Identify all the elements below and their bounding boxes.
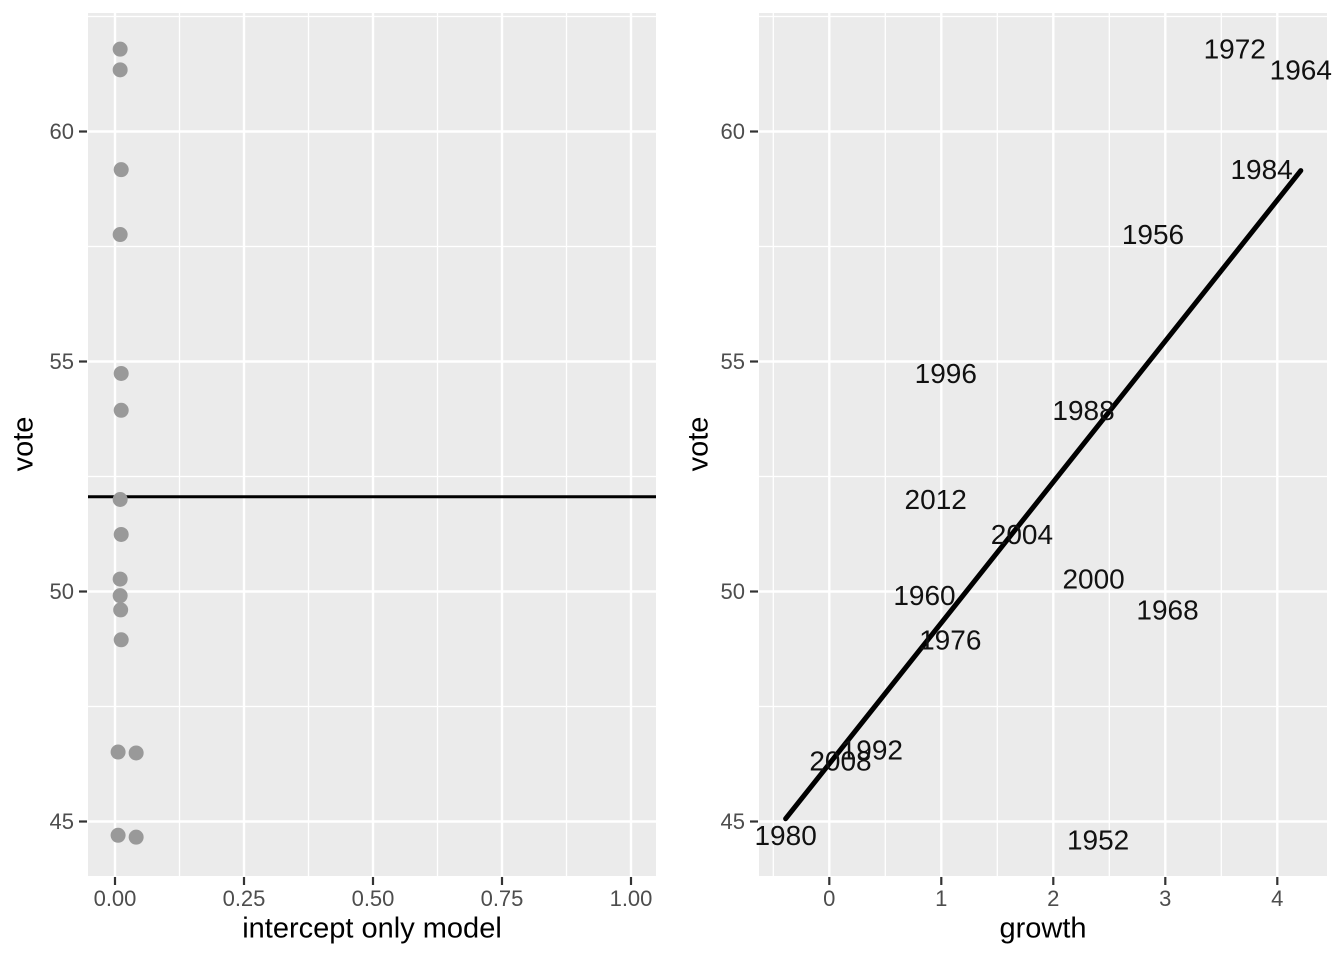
data-point	[112, 492, 128, 507]
y-tick-label: 50	[720, 578, 745, 604]
data-point	[112, 227, 128, 243]
data-point	[110, 827, 126, 843]
year-label: 2008	[809, 745, 871, 776]
year-label: 1996	[915, 358, 977, 389]
y-tick-label: 60	[49, 118, 74, 144]
x-tick-label: 0.75	[480, 886, 524, 911]
year-label: 1972	[1204, 34, 1266, 65]
year-label: 1992	[841, 735, 903, 766]
x-tick-label: 1.00	[609, 886, 653, 911]
y-tick-label: 55	[720, 348, 745, 374]
y-tick-label: 45	[720, 808, 745, 834]
data-point	[113, 365, 129, 381]
year-label: 1988	[1052, 395, 1114, 426]
data-point	[128, 829, 144, 845]
year-label: 1980	[754, 820, 816, 851]
year-label: 1960	[893, 580, 955, 611]
year-label: 2000	[1062, 564, 1124, 595]
year-label: 1956	[1122, 219, 1184, 250]
y-tick-label: 55	[49, 348, 74, 374]
y-tick-label: 50	[49, 578, 74, 604]
x-tick-label: 0.50	[351, 886, 395, 911]
x-tick-label: 0	[823, 886, 836, 911]
right-y-axis-title: vote	[682, 416, 715, 472]
right-plot-panel: 1952 1956 1960 1964 1968 1972 1976 1980 1984 1988…	[754, 13, 1332, 876]
right-x-axis-title: growth	[999, 912, 1087, 945]
x-tick-label: 2	[1047, 886, 1060, 911]
year-label: 1984	[1230, 154, 1292, 185]
x-tick-label: 0.00	[93, 886, 137, 911]
data-point	[112, 62, 128, 78]
data-point	[113, 526, 129, 542]
x-tick-label: 1	[935, 886, 948, 911]
data-point	[128, 745, 144, 761]
data-point	[112, 41, 128, 57]
x-tick-label: 3	[1159, 886, 1172, 911]
left-plot-svg	[88, 13, 656, 876]
data-point	[113, 162, 129, 178]
left-y-axis-title: vote	[7, 416, 40, 472]
left-x-axis-title: intercept only model	[242, 912, 502, 945]
x-tick-label: 4	[1271, 886, 1284, 911]
data-point	[113, 402, 129, 418]
x-tick-label: 0.25	[222, 886, 266, 911]
data-point	[113, 602, 129, 618]
year-label: 1952	[1067, 824, 1129, 855]
left-plot-panel	[88, 13, 656, 876]
year-label: 1964	[1270, 54, 1332, 85]
year-label: 2012	[905, 484, 967, 515]
y-tick-label: 45	[49, 808, 74, 834]
regression-line	[783, 168, 1304, 822]
y-tick-label: 60	[720, 118, 745, 144]
year-label: 1968	[1136, 594, 1198, 625]
data-point	[112, 571, 128, 587]
year-label: 2004	[991, 519, 1053, 550]
right-plot-svg: 1952 1956 1960 1964 1968 1972 1976 1980 1984 1988…	[754, 13, 1332, 876]
year-label: 1976	[919, 624, 981, 655]
data-point	[113, 632, 129, 648]
data-point	[110, 744, 126, 760]
data-point	[112, 588, 128, 604]
